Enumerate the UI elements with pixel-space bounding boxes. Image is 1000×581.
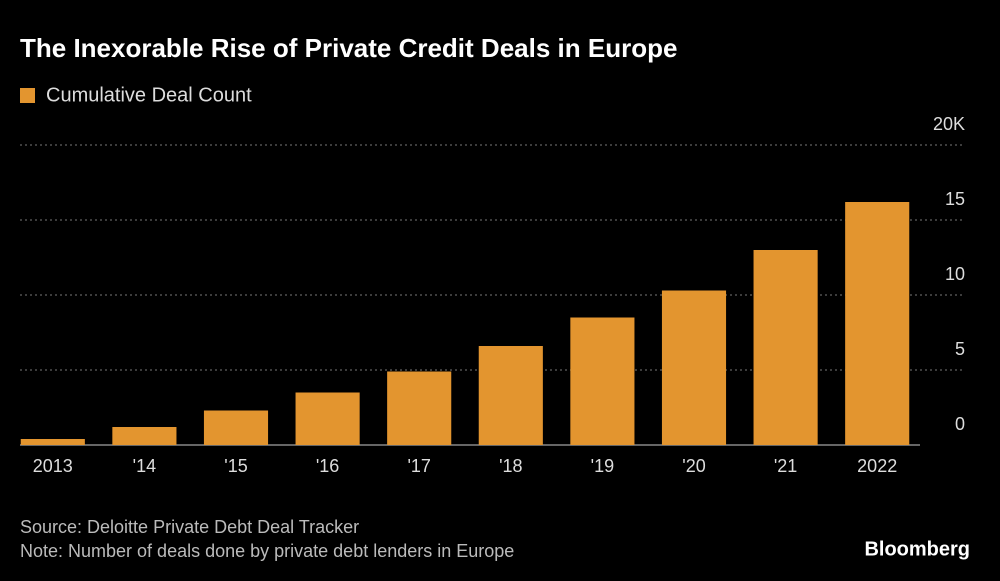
bar <box>203 410 269 445</box>
bar <box>478 346 543 445</box>
legend-label: Cumulative Deal Count <box>46 84 252 106</box>
chart-title: The Inexorable Rise of Private Credit De… <box>20 33 677 63</box>
x-tick-label: 2022 <box>857 456 897 476</box>
note: Note: Number of deals done by private de… <box>20 541 514 561</box>
bar <box>845 202 910 445</box>
y-tick-label: 0 <box>955 414 965 434</box>
bar <box>295 392 360 445</box>
bar <box>570 317 635 445</box>
x-tick-label: '14 <box>133 456 156 476</box>
x-tick-label: 2013 <box>33 456 73 476</box>
x-tick-label: '16 <box>316 456 339 476</box>
y-tick-label: 10 <box>945 264 965 284</box>
source: Source: Deloitte Private Debt Deal Track… <box>20 517 359 537</box>
bar <box>112 427 177 445</box>
y-tick-label: 20K <box>933 114 965 134</box>
bar <box>753 250 818 445</box>
x-tick-label: '21 <box>774 456 797 476</box>
bar <box>387 371 452 445</box>
x-tick-label: '20 <box>682 456 705 476</box>
legend-swatch <box>20 88 35 103</box>
x-tick-label: '19 <box>591 456 614 476</box>
y-tick-label: 5 <box>955 339 965 359</box>
x-tick-label: '18 <box>499 456 522 476</box>
bar <box>661 290 727 445</box>
x-tick-label: '17 <box>407 456 430 476</box>
brand: Bloomberg <box>864 538 970 560</box>
y-tick-label: 15 <box>945 189 965 209</box>
x-tick-label: '15 <box>224 456 247 476</box>
bar <box>20 439 85 445</box>
